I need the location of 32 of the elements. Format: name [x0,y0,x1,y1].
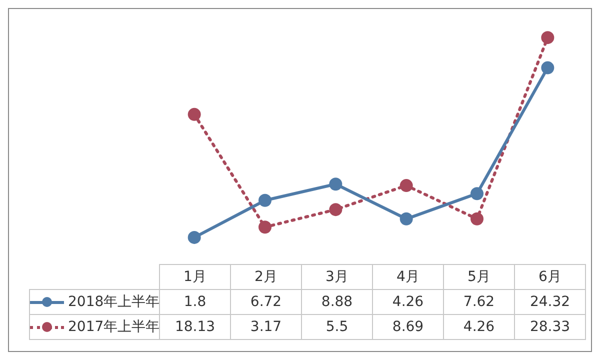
point [329,203,342,216]
data-label: 8.88 [302,290,372,314]
x-tick-label: 4月 [372,264,444,290]
legend-label: 2017年上半年 [30,314,160,340]
x-tick-label: 6月 [514,264,586,290]
data-label: 18.13 [160,314,230,340]
x-tick-label: 2月 [230,264,302,290]
data-label: 6.72 [230,290,302,314]
point [258,220,272,234]
data-label: 8.69 [372,314,444,340]
x-tick-label: 5月 [444,264,514,290]
point [188,230,201,244]
point [329,178,342,191]
data-label: 4.26 [444,314,514,340]
point [470,212,484,226]
point [400,212,413,226]
point [400,179,413,192]
point [188,108,201,121]
data-label: 28.33 [514,314,586,340]
x-tick-label: 1月 [160,264,230,290]
data-label: 24.32 [514,290,586,314]
data-label: 1.8 [160,290,230,314]
point [541,61,554,74]
data-label: 3.17 [230,314,302,340]
legend-label: 2018年上半年 [30,290,160,314]
point [541,31,554,44]
data-label: 4.26 [372,290,444,314]
data-label: 5.5 [302,314,372,340]
point [470,187,484,200]
point [258,194,272,207]
x-tick-label: 3月 [302,264,372,290]
data-label: 7.62 [444,290,514,314]
